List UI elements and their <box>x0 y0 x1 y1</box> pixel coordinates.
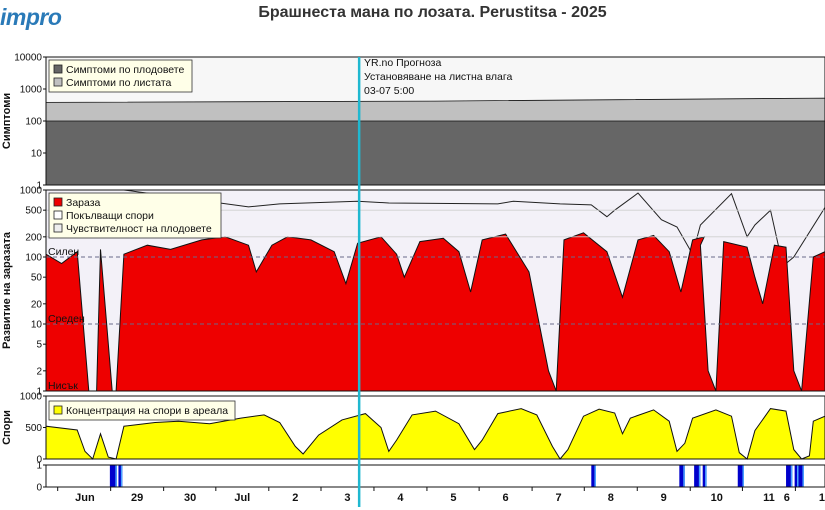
wetness-bar <box>798 465 804 487</box>
legend-label: Зараза <box>66 197 101 209</box>
y-tick-label: 1 <box>36 387 42 398</box>
x-tick-label: 6 <box>784 492 790 504</box>
wetness-bar-edge <box>698 465 701 487</box>
wetness-bar-edge <box>115 465 117 487</box>
y-axis-label: Спори <box>1 410 13 445</box>
forecast-label-source: YR.no Прогноза <box>364 57 441 69</box>
legend-label: Покълващи спори <box>66 210 154 222</box>
forecast-marker: YR.no Прогноза Установяване на листна вл… <box>357 57 512 507</box>
y-tick-label: 500 <box>25 423 42 434</box>
y-tick-label: 0 <box>36 455 42 466</box>
wetness-bar <box>786 465 793 487</box>
y-tick-label: 1000 <box>20 85 43 96</box>
x-tick-label: Jun <box>75 492 95 504</box>
wetness-bar-edge <box>790 465 793 487</box>
legend-swatch <box>53 405 63 415</box>
wetness-bar-edge <box>802 465 804 487</box>
y-axis-label: Симптоми <box>1 93 13 149</box>
wetness-bar <box>118 465 123 487</box>
panel-frame <box>45 189 825 392</box>
wetness-bar <box>794 465 799 487</box>
x-tick-label: 30 <box>184 492 196 504</box>
x-tick-label: Jul <box>234 492 250 504</box>
x-tick-label: 9 <box>661 492 667 504</box>
y-tick-label: 5 <box>36 340 42 351</box>
x-tick-label: 5 <box>450 492 456 504</box>
x-tick-label: 6 <box>503 492 509 504</box>
wetness-bar-edge <box>705 465 707 487</box>
y-tick-label: 200 <box>25 232 42 243</box>
wetness-bar <box>694 465 701 487</box>
legend-swatch <box>53 210 63 220</box>
wetness-bar <box>702 465 707 487</box>
legend-swatch <box>53 64 63 74</box>
forecast-label-time: 03-07 5:00 <box>364 85 414 97</box>
forecast-label-event: Установяване на листна влага <box>364 71 512 83</box>
threshold-label: Силен <box>48 246 79 258</box>
x-tick-label: 3 <box>344 492 350 504</box>
x-tick-label: 4 <box>397 492 404 504</box>
wetness-bar-edge <box>120 465 123 487</box>
y-tick-label: 20 <box>31 299 43 310</box>
y-tick-label: 1000 <box>20 392 43 403</box>
wetness-panel-bg <box>46 465 825 487</box>
wetness-bar-edge <box>594 465 596 487</box>
x-tick-label: 2 <box>292 492 298 504</box>
y-tick-label: 0 <box>36 483 42 494</box>
wetness-bar <box>109 465 117 487</box>
axes: 100001000100101Симптоми10005002001005020… <box>1 53 825 505</box>
legend-box <box>48 400 236 421</box>
y-tick-label: 100 <box>25 117 42 128</box>
x-tick-label: 7 <box>556 492 562 504</box>
y-tick-label: 10 <box>31 320 43 331</box>
panel-frame <box>45 464 825 488</box>
y-tick-label: 1000 <box>20 186 43 197</box>
y-tick-label: 10 <box>31 149 43 160</box>
y-tick-label: 1 <box>36 461 42 472</box>
fruit-symptoms-area <box>45 120 825 186</box>
x-tick-label: 8 <box>608 492 614 504</box>
wetness-bar-edge <box>683 465 685 487</box>
y-tick-label: 10000 <box>14 53 42 64</box>
spore-concentration-area <box>45 408 825 460</box>
x-tick-label: 1 <box>819 492 825 504</box>
x-tick-label: 29 <box>131 492 143 504</box>
x-tick-label: 11 <box>763 492 775 504</box>
y-tick-label: 50 <box>31 273 43 284</box>
wetness-bar-edge <box>742 465 744 487</box>
chart-title: Брашнеста мана по лозата. Perustitsa - 2… <box>258 4 607 21</box>
y-tick-label: 500 <box>25 206 42 217</box>
threshold-label: Нисък <box>48 380 78 392</box>
legend-label: Концентрация на спори в ареала <box>66 405 228 417</box>
x-tick-label: 10 <box>711 492 723 504</box>
y-tick-label: 100 <box>25 253 42 264</box>
spores-legend: Концентрация на спори в ареала <box>48 400 236 421</box>
y-axis-label: Развитие на заразата <box>1 231 13 349</box>
threshold-label: Среден <box>48 313 85 325</box>
legend-box <box>48 59 193 93</box>
legend-label: Симптоми по листата <box>66 77 172 89</box>
wetness-bar <box>737 465 744 487</box>
wetness-bar-edge <box>797 465 799 487</box>
series-fills <box>45 97 825 487</box>
legend-label: Симптоми по плодовете <box>66 64 184 76</box>
wetness-bar <box>591 465 596 487</box>
legend-swatch <box>53 223 63 233</box>
wetness-bar <box>679 465 685 487</box>
y-tick-label: 2 <box>36 366 42 377</box>
legend-label: Чувствителност на плодовете <box>66 223 212 235</box>
legend-box <box>48 192 222 239</box>
legend-swatch <box>53 77 63 87</box>
y-tick-label: 1 <box>36 181 42 192</box>
impro-logo: impro <box>0 4 62 30</box>
legend-swatch <box>53 197 63 207</box>
